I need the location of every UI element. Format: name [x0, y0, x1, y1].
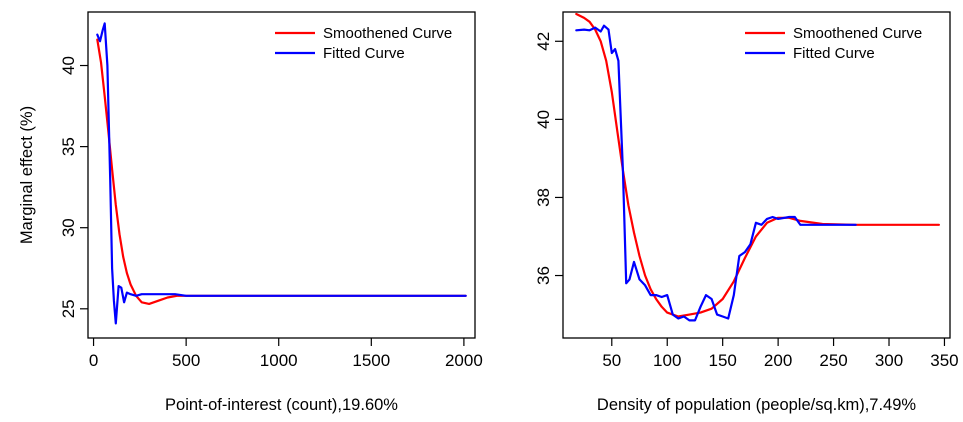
x-tick-label: 1000 — [260, 351, 298, 370]
x-tick-label: 500 — [172, 351, 200, 370]
plot-frame — [87, 11, 476, 339]
x-tick-label: 300 — [875, 351, 903, 370]
left-panel: 0 500 1000 1500 2000 25 30 35 40 Point-of-interes… — [18, 11, 483, 414]
y-tick-label: 42 — [534, 32, 553, 51]
y-tick-label: 25 — [59, 299, 78, 318]
x-tick-label: 250 — [819, 351, 847, 370]
legend-label: Fitted Curve — [323, 45, 405, 62]
x-tick-label: 1500 — [352, 351, 390, 370]
x-axis-label: Point-of-interest (count),19.60% — [165, 396, 398, 414]
legend-label: Smoothened Curve — [323, 25, 452, 42]
y-tick-label: 38 — [534, 188, 553, 207]
x-tick-label: 350 — [930, 351, 958, 370]
plot-frame — [562, 11, 951, 339]
y-tick-label: 40 — [534, 110, 553, 129]
x-tick-label: 200 — [764, 351, 792, 370]
y-axis-label: Marginal effect (%) — [18, 106, 36, 244]
y-tick-label: 36 — [534, 266, 553, 285]
y-tick-label: 30 — [59, 218, 78, 237]
x-tick-label: 50 — [602, 351, 621, 370]
legend-label: Fitted Curve — [793, 45, 875, 62]
x-axis-label: Density of population (people/sq.km),7.4… — [597, 396, 917, 414]
series-line-fitted — [96, 22, 467, 325]
y-tick-label: 35 — [59, 137, 78, 156]
legend-label: Smoothened Curve — [793, 25, 922, 42]
x-tick-label: 0 — [89, 351, 98, 370]
series-line-fitted — [575, 24, 857, 322]
x-tick-label: 2000 — [445, 351, 483, 370]
right-panel: 50 100 150 200 250 300 350 36 38 40 42 Density of p… — [534, 11, 959, 414]
x-tick-label: 150 — [708, 351, 736, 370]
x-tick-label: 100 — [653, 351, 681, 370]
series-line-smoothened — [96, 38, 467, 305]
y-tick-label: 40 — [59, 56, 78, 75]
